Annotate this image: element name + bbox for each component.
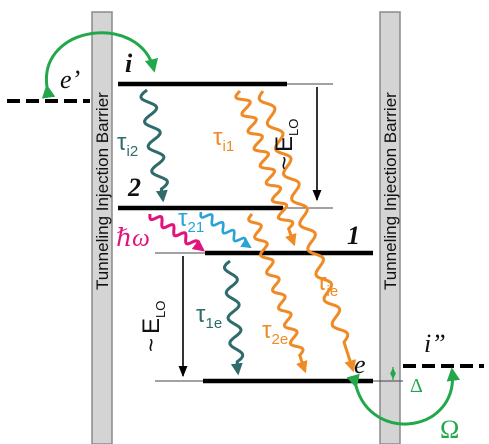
elo-bottom-label: ~ELO <box>138 301 168 352</box>
transition-i2 <box>139 88 169 203</box>
label-level-i: i <box>125 49 133 78</box>
svg-text:~ELO: ~ELO <box>271 119 301 170</box>
right-barrier: Tunneling Injection Barrier <box>379 11 401 444</box>
label-delta: Δ <box>410 375 423 397</box>
transition-1e <box>223 259 245 376</box>
right-barrier-label: Tunneling Injection Barrier <box>381 92 400 290</box>
label-level-2: 2 <box>127 173 141 202</box>
photon-emission <box>148 213 205 252</box>
label-tau-2e: τ2e <box>262 317 288 348</box>
label-hbar-omega: ℏω <box>116 225 150 252</box>
transition-ie <box>257 90 356 373</box>
label-tau-ie: τie <box>317 269 338 300</box>
label-level-i-double-prime: i” <box>424 329 446 358</box>
transition-2e <box>247 213 308 374</box>
svg-text:~ELO: ~ELO <box>138 301 168 352</box>
label-level-e: e <box>354 350 366 379</box>
left-barrier-label: Tunneling Injection Barrier <box>93 92 112 290</box>
tunneling-arc-top <box>41 31 159 99</box>
transition-21 <box>199 211 252 249</box>
label-tau-1e: τ1e <box>196 301 222 332</box>
left-barrier: Tunneling Injection Barrier <box>91 11 113 444</box>
label-tau-i2: τi2 <box>117 129 138 160</box>
label-tau-i1: τi1 <box>213 124 234 155</box>
elo-top-label: ~ELO <box>271 119 301 170</box>
label-omega: Ω <box>440 415 459 444</box>
transition-i1 <box>234 89 297 247</box>
label-level-1: 1 <box>347 221 360 250</box>
label-level-e-prime: e’ <box>60 65 80 94</box>
tunneling-arc-bottom <box>346 367 461 426</box>
label-tau-21: τ21 <box>178 205 204 236</box>
